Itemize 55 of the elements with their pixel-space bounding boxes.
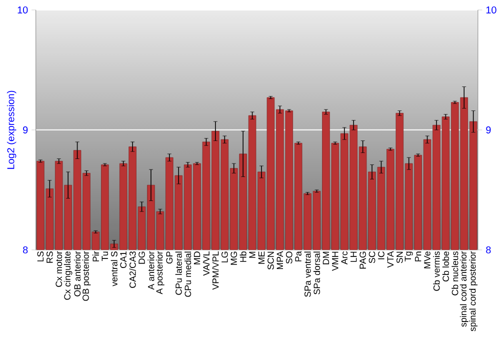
x-tick-label: Cb lobe	[442, 251, 449, 282]
x-tick-label: Hb	[240, 251, 246, 262]
x-tick-label: IC	[378, 251, 384, 259]
x-tick-label: Tu	[102, 251, 108, 261]
x-tick-label: spinal cord posterior	[469, 251, 478, 332]
x-tick-label: RS	[46, 251, 53, 263]
x-tick-label: GP	[166, 251, 173, 264]
x-tick-label: Pn	[414, 251, 422, 262]
y-tick-label: 10	[18, 6, 28, 14]
x-tick-label: Pa	[295, 250, 302, 262]
x-tick-label: A posterior	[156, 251, 164, 294]
x-tick-label: MG	[230, 252, 238, 265]
x-tick-label: Cb nucleus	[452, 251, 458, 296]
x-tick-label: Cx cingulate	[64, 251, 72, 300]
y2-tick-label: 10	[486, 6, 496, 14]
x-tick-label: ventral S	[110, 251, 118, 286]
x-tick-label: OB anterior	[74, 251, 81, 296]
x-tick-label: MPA	[276, 250, 283, 269]
x-tick-label: PAG	[360, 252, 366, 268]
y-tick-label: 9	[23, 126, 28, 134]
x-tick-label: SN	[396, 252, 403, 263]
x-tick-label: Cb vermis	[433, 251, 440, 291]
x-tick-label: SC	[368, 251, 376, 263]
x-tick-label: A anterior	[148, 251, 154, 290]
x-tick-label: Cx motor	[56, 251, 62, 287]
y-tick-label: 8	[23, 246, 28, 254]
x-tick-label: OB posterior	[82, 251, 91, 301]
x-tick-label: spinal cord anterior	[460, 251, 468, 327]
x-tick-label: Pir	[92, 251, 99, 262]
y-axis-title: Log2 (expression)	[6, 90, 16, 169]
x-tick-label: CPu medial	[184, 251, 192, 297]
x-tick-label: DM	[322, 252, 330, 264]
x-tick-label: CA2/CA3	[129, 251, 136, 288]
x-tick-label: SO	[286, 251, 292, 264]
x-tick-label: MD	[194, 251, 200, 264]
x-tick-label: SPa dorsal	[313, 251, 320, 294]
x-tick-label: CPu lateral	[175, 251, 182, 295]
y2-tick-label: 8	[486, 246, 491, 254]
x-tick-label: VTA	[387, 250, 394, 268]
x-tick-label: Arc	[341, 251, 348, 264]
x-tick-label: Tg	[404, 251, 413, 262]
x-tick-label: VPM/VPL	[212, 251, 219, 290]
x-tick-label: SPa ventral	[304, 251, 311, 297]
x-tick-label: DG	[138, 252, 145, 264]
x-tick-label: LS	[37, 251, 44, 262]
x-tick-label: VA/VL	[202, 251, 210, 276]
x-tick-label: MVe	[424, 251, 430, 268]
x-tick-label: VMH	[332, 252, 338, 271]
y2-tick-label: 9	[486, 126, 491, 134]
x-tick-label: CA1	[120, 251, 127, 268]
x-tick-label: LH	[350, 252, 357, 262]
x-tick-label: M	[249, 252, 256, 258]
x-tick-label: LG	[221, 252, 228, 262]
x-tick-label: ME	[258, 251, 265, 264]
x-tick-label: SCN	[268, 252, 274, 270]
